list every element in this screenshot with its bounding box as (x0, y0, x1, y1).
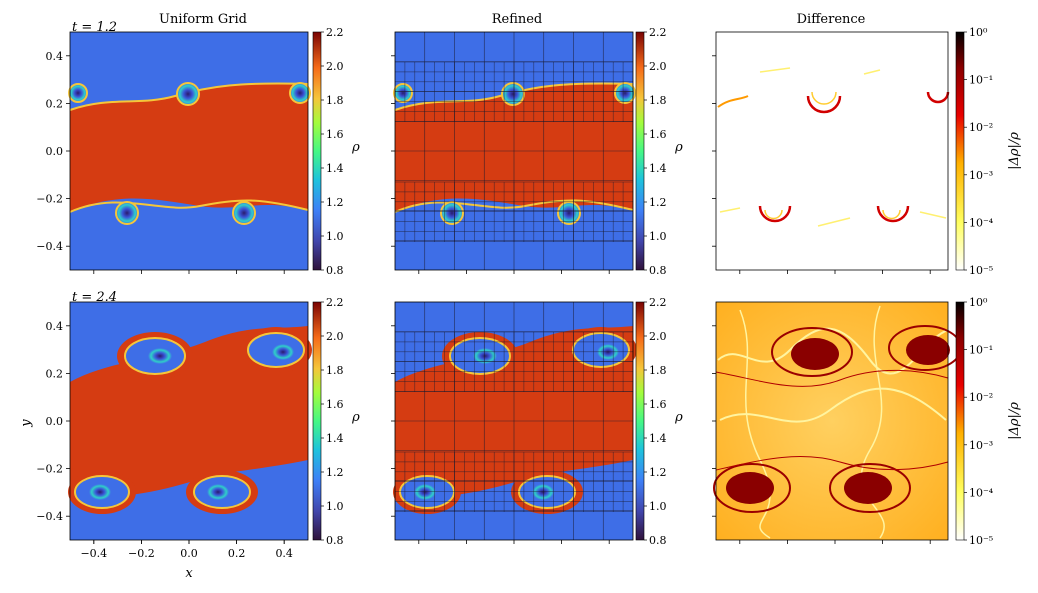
y-tick-label: 0.4 (46, 320, 64, 333)
y-tick-label: −0.2 (36, 193, 63, 206)
colorbar-tick-label: 1.2 (326, 196, 344, 209)
colorbar-difference-t2: 10⁰ 10⁻¹ 10⁻² 10⁻³ 10⁻⁴ 10⁻⁵ |Δρ|/ρ (955, 296, 1022, 547)
colorbar-tick-label: 1.6 (326, 128, 344, 141)
colorbar-tick-label: 2.2 (649, 296, 667, 309)
colorbar-label-rho-t1: ρ (351, 140, 360, 155)
colorbar-tick-label: 1.4 (649, 432, 667, 445)
colorbar-tick-label: 1.0 (326, 230, 344, 243)
colorbar-tick-label: 0.8 (326, 534, 344, 547)
colorbar-tick-label: 2.2 (649, 26, 667, 39)
title-uniform-grid: Uniform Grid (159, 12, 247, 27)
x-tick-label: 0.2 (228, 547, 246, 560)
colorbar-tick-label: 1.6 (326, 398, 344, 411)
time-label-row2: t = 2.4 (72, 290, 117, 305)
colorbar-tick-label: 1.0 (649, 230, 667, 243)
colorbar-tick-label: 1.2 (649, 196, 667, 209)
colorbar-tick-label: 2.0 (649, 60, 667, 73)
y-tick-label: 0.2 (46, 367, 64, 380)
colorbar-tick-label: 1.8 (326, 94, 344, 107)
colorbar-tick-label: 2.2 (326, 296, 344, 309)
colorbar-difference-t1: 10⁰ 10⁻¹ 10⁻² 10⁻³ 10⁻⁴ 10⁻⁵ |Δρ|/ρ (955, 26, 1022, 277)
colorbar-label-diff-t1: |Δρ|/ρ (1007, 132, 1022, 170)
colorbar-tick-label: 10⁻⁵ (969, 534, 993, 547)
x-tick-label: −0.2 (128, 547, 155, 560)
colorbar-tick-label: 0.8 (649, 264, 667, 277)
colorbar-tick-label: 10⁰ (969, 26, 988, 39)
colorbar-tick-label: 10⁻¹ (969, 344, 993, 357)
x-tick-label: 0.4 (275, 547, 293, 560)
x-tick-label: 0.0 (180, 547, 198, 560)
x-tick-label: −0.4 (80, 547, 107, 560)
title-refined: Refined (492, 12, 543, 27)
y-tick-label: 0.2 (46, 97, 64, 110)
colorbar-density-t2: 2.2 2.0 1.8 1.6 1.4 1.2 1.0 0.8 ρ (312, 296, 360, 547)
colorbar-density-refined-t1: 2.2 2.0 1.8 1.6 1.4 1.2 1.0 0.8 ρ (635, 26, 683, 277)
colorbar-label-rho-refined-t2: ρ (674, 410, 683, 425)
colorbar-tick-label: 1.4 (326, 432, 344, 445)
panel-tick-marks (93, 55, 931, 544)
y-axis-label: y (19, 419, 34, 428)
y-tick-label: 0.0 (46, 145, 64, 158)
colorbar-tick-label: 1.0 (326, 500, 344, 513)
panel-difference-t2 (713, 301, 962, 541)
colorbar-tick-label: 1.2 (649, 466, 667, 479)
x-axis-ticks-t2: −0.4 −0.2 0.0 0.2 0.4 (80, 540, 293, 560)
y-tick-label: −0.4 (36, 240, 63, 253)
y-axis-ticks-t1: 0.4 0.2 0.0 −0.2 −0.4 (36, 50, 70, 253)
colorbar-tick-label: 2.0 (326, 330, 344, 343)
panel-difference-t1 (715, 31, 950, 271)
colorbar-tick-label: 1.6 (649, 398, 667, 411)
colorbar-tick-label: 2.0 (649, 330, 667, 343)
colorbar-tick-label: 2.2 (326, 26, 344, 39)
colorbar-density-t1: 2.2 2.0 1.8 1.6 1.4 1.2 1.0 0.8 ρ (312, 26, 360, 277)
colorbar-density-refined-t2: 2.2 2.0 1.8 1.6 1.4 1.2 1.0 0.8 ρ (635, 296, 683, 547)
amr-grid-fine-t2 (395, 331, 633, 512)
colorbar-tick-label: 10⁻⁴ (969, 486, 994, 499)
title-difference: Difference (797, 12, 866, 27)
colorbar-tick-label: 10⁻³ (969, 439, 993, 452)
colorbar-tick-label: 10⁻⁴ (969, 216, 994, 229)
amr-grid-fine-t1 (395, 61, 633, 242)
colorbar-tick-label: 10⁻⁵ (969, 264, 993, 277)
panel-refined-t1 (393, 31, 636, 271)
colorbar-tick-label: 0.8 (326, 264, 344, 277)
colorbar-tick-label: 10⁻³ (969, 169, 993, 182)
y-tick-label: 0.4 (46, 50, 64, 63)
colorbar-label-diff-t2: |Δρ|/ρ (1007, 402, 1022, 440)
y-tick-label: −0.4 (36, 510, 63, 523)
colorbar-tick-label: 10⁻¹ (969, 74, 993, 87)
y-tick-label: 0.0 (46, 415, 64, 428)
y-tick-label: −0.2 (36, 463, 63, 476)
colorbar-tick-label: 1.6 (649, 128, 667, 141)
colorbar-tick-label: 10⁻² (969, 121, 993, 134)
time-label-row1: t = 1.2 (72, 20, 117, 35)
colorbar-tick-label: 1.8 (649, 94, 667, 107)
colorbar-tick-label: 1.2 (326, 466, 344, 479)
colorbar-label-rho-refined-t1: ρ (674, 140, 683, 155)
y-axis-ticks-t2: 0.4 0.2 0.0 −0.2 −0.4 (36, 320, 70, 523)
colorbar-tick-label: 2.0 (326, 60, 344, 73)
panel-uniform-t1 (68, 31, 311, 271)
colorbar-label-rho-t2: ρ (351, 410, 360, 425)
colorbar-tick-label: 0.8 (649, 534, 667, 547)
x-axis-label: x (185, 566, 193, 581)
colorbar-tick-label: 1.0 (649, 500, 667, 513)
panel-refined-t2 (393, 301, 637, 541)
panel-uniform-t2 (68, 301, 312, 541)
colorbar-tick-label: 1.8 (649, 364, 667, 377)
colorbar-tick-label: 1.8 (326, 364, 344, 377)
colorbar-tick-label: 1.4 (326, 162, 344, 175)
colorbar-tick-label: 10⁻² (969, 391, 993, 404)
colorbar-tick-label: 1.4 (649, 162, 667, 175)
colorbar-tick-label: 10⁰ (969, 296, 988, 309)
